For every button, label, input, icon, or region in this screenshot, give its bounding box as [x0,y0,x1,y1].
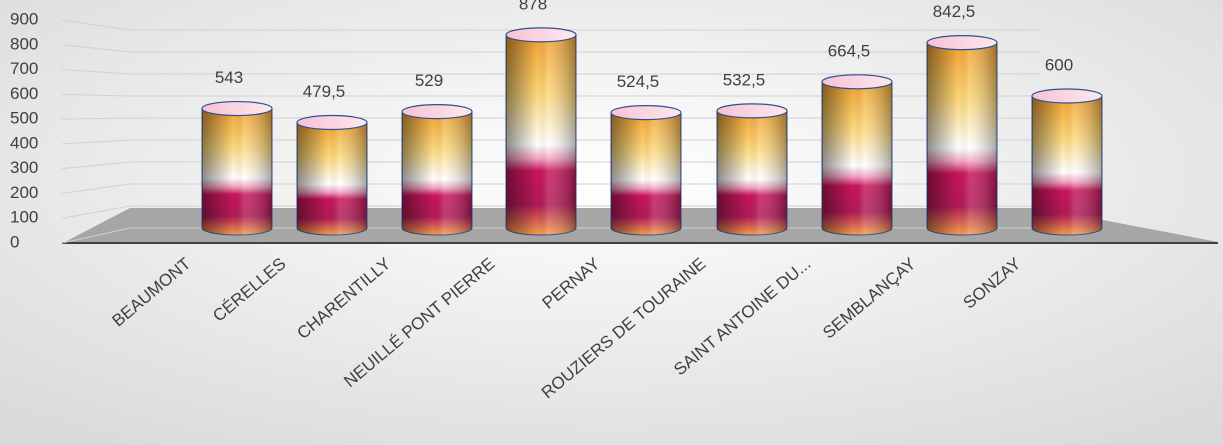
bar-top [296,114,368,131]
value-label: 664,5 [828,41,871,60]
bar-top [201,100,273,117]
grid-line [61,93,131,97]
y-tick-label: 700 [10,59,38,78]
value-label: 842,5 [933,2,976,21]
value-label: 543 [215,68,243,87]
y-tick-label: 900 [10,9,38,28]
bar-shade [927,42,997,236]
bar-shade [202,108,272,235]
y-tick-label: 300 [10,158,38,177]
bar-shade [402,111,472,235]
bar-shade [506,34,576,236]
grid-line [61,117,131,120]
bar-top [821,74,893,90]
value-label: 529 [415,71,443,90]
y-tick-label: 800 [10,34,38,53]
grid-line [61,139,131,145]
value-label: 878 [519,0,547,13]
value-label: 524,5 [617,72,660,91]
bar-shade [717,110,787,235]
y-tick-label: 100 [10,208,38,227]
value-label: 600 [1045,55,1073,74]
grid-line [61,205,131,219]
grid-line [61,44,131,53]
y-tick-label: 200 [10,183,38,202]
grid-line [61,227,131,244]
y-tick-label: 400 [10,133,38,152]
bar-shade [822,81,892,235]
bar-shade [1032,96,1102,235]
bar-shade [611,112,681,235]
bar-top [505,27,577,43]
bar-top [610,105,682,121]
bar-shade [297,122,367,235]
y-tick-label: 500 [10,109,38,128]
grid-line [61,69,131,75]
bar-top [1031,88,1103,104]
grid-line [61,19,131,31]
y-tick-label: 600 [10,84,38,103]
grid-line [61,161,131,170]
y-tick-label: 0 [10,232,19,251]
bar-top [926,35,998,51]
value-label: 532,5 [723,70,766,89]
value-label: 479,5 [303,82,346,101]
bar-top [716,103,788,119]
bar-top [401,104,473,120]
grid-line [61,183,131,194]
